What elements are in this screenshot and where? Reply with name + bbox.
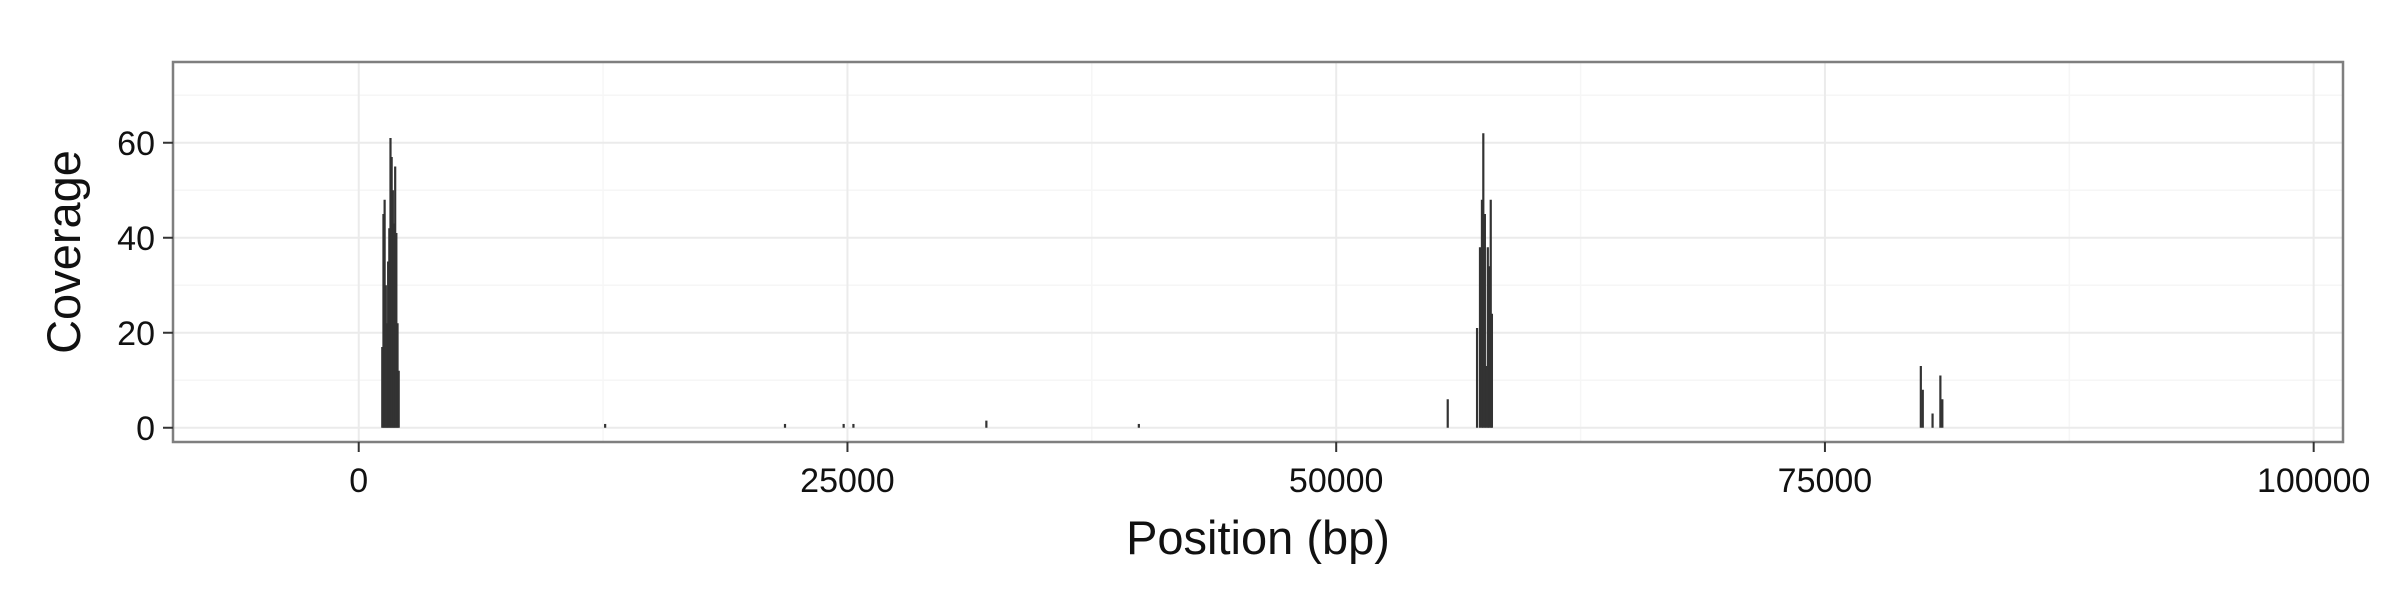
plot-panel-border xyxy=(171,60,2345,444)
coverage-bar xyxy=(384,285,387,428)
coverage-bar xyxy=(388,228,391,428)
coverage-bar xyxy=(392,223,396,428)
coverage-bar xyxy=(852,423,855,428)
coverage-bar xyxy=(1446,399,1449,428)
coverage-bar xyxy=(1483,214,1486,428)
coverage-bar xyxy=(382,214,385,428)
coverage-bar xyxy=(383,199,386,428)
coverage-bar xyxy=(1478,247,1482,428)
coverage-bar xyxy=(391,190,394,428)
coverage-bar xyxy=(1941,399,1944,428)
x-axis: 0 25000 50000 75000 100000 xyxy=(349,442,2370,500)
coverage-bar xyxy=(397,370,400,428)
coverage-bar xyxy=(387,261,390,428)
coverage-bar xyxy=(390,157,393,428)
x-tick-label: 25000 xyxy=(800,462,895,500)
coverage-bar xyxy=(1490,313,1494,428)
coverage-bar xyxy=(1919,366,1922,428)
y-tick-label: 60 xyxy=(117,125,155,163)
coverage-bar xyxy=(1475,328,1479,428)
coverage-bar xyxy=(1482,133,1485,428)
y-tick-label: 40 xyxy=(117,220,155,258)
coverage-bar xyxy=(1488,266,1491,428)
minor-gridlines xyxy=(173,62,2343,442)
coverage-bar xyxy=(1486,247,1489,428)
coverage-bar xyxy=(842,423,845,428)
coverage-bar xyxy=(783,423,787,428)
x-tick-label: 0 xyxy=(349,462,368,500)
coverage-bar xyxy=(1939,375,1942,428)
coverage-bar xyxy=(1480,199,1484,428)
coverage-bar xyxy=(1485,366,1488,428)
y-axis: 0 20 40 60 xyxy=(117,125,173,448)
y-tick-label: 20 xyxy=(117,315,155,353)
coverage-bar xyxy=(389,138,392,428)
y-tick-label: 0 xyxy=(136,410,155,448)
x-tick-label: 75000 xyxy=(1778,462,1873,500)
coverage-bar xyxy=(1921,389,1924,428)
x-tick-label: 100000 xyxy=(2257,462,2370,500)
coverage-bar xyxy=(1931,413,1934,428)
coverage-bar xyxy=(604,423,607,428)
y-axis-title: Coverage xyxy=(37,150,90,354)
major-gridlines xyxy=(173,62,2343,442)
coverage-bar xyxy=(394,166,397,428)
coverage-bar xyxy=(985,420,988,428)
coverage-bar xyxy=(1489,199,1492,428)
coverage-bar xyxy=(396,323,399,428)
coverage-bar xyxy=(1137,423,1140,428)
coverage-bar xyxy=(395,233,398,428)
x-axis-title: Position (bp) xyxy=(1126,511,1390,564)
coverage-bar xyxy=(381,347,384,428)
coverage-bars xyxy=(381,133,1944,428)
coverage-bar xyxy=(385,323,389,428)
x-tick-label: 50000 xyxy=(1289,462,1384,500)
